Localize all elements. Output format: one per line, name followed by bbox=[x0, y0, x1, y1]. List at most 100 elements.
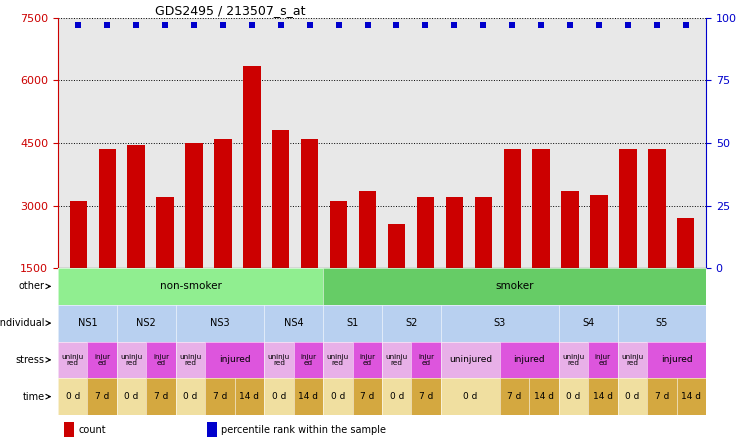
Text: 0 d: 0 d bbox=[566, 392, 581, 401]
Point bbox=[622, 22, 634, 29]
Bar bbox=[185, 143, 202, 268]
Text: 7 d: 7 d bbox=[654, 392, 669, 401]
Point bbox=[72, 22, 84, 29]
Text: uninju
red: uninju red bbox=[386, 354, 408, 366]
Text: injur
ed: injur ed bbox=[94, 354, 110, 366]
Text: uninju
red: uninju red bbox=[621, 354, 643, 366]
Text: stress: stress bbox=[15, 355, 45, 365]
Bar bbox=[156, 197, 174, 268]
Bar bbox=[590, 195, 608, 268]
Text: injured: injured bbox=[661, 355, 693, 365]
Text: S4: S4 bbox=[582, 318, 594, 328]
Text: S3: S3 bbox=[494, 318, 506, 328]
Text: injured: injured bbox=[219, 355, 250, 365]
Bar bbox=[503, 149, 521, 268]
Point bbox=[361, 22, 373, 29]
Text: injur
ed: injur ed bbox=[153, 354, 169, 366]
Point bbox=[333, 22, 344, 29]
Bar bbox=[562, 191, 578, 268]
Point bbox=[159, 22, 171, 29]
Text: 7 d: 7 d bbox=[419, 392, 434, 401]
Text: injured: injured bbox=[514, 355, 545, 365]
Text: 0 d: 0 d bbox=[124, 392, 139, 401]
Bar bbox=[619, 149, 637, 268]
Bar bbox=[301, 139, 319, 268]
Text: uninju
red: uninju red bbox=[562, 354, 584, 366]
Text: 7 d: 7 d bbox=[507, 392, 522, 401]
Text: 7 d: 7 d bbox=[95, 392, 110, 401]
Text: individual: individual bbox=[0, 318, 45, 328]
Text: 14 d: 14 d bbox=[534, 392, 554, 401]
Point bbox=[448, 22, 460, 29]
Text: NS3: NS3 bbox=[210, 318, 230, 328]
Text: 0 d: 0 d bbox=[463, 392, 478, 401]
Bar bbox=[359, 191, 376, 268]
Point bbox=[420, 22, 431, 29]
Text: 0 d: 0 d bbox=[389, 392, 404, 401]
Point bbox=[391, 22, 403, 29]
Text: 14 d: 14 d bbox=[593, 392, 613, 401]
Text: 14 d: 14 d bbox=[682, 392, 701, 401]
Point bbox=[217, 22, 229, 29]
Text: NS2: NS2 bbox=[136, 318, 156, 328]
Bar bbox=[243, 66, 261, 268]
Bar bbox=[648, 149, 665, 268]
Text: 14 d: 14 d bbox=[298, 392, 319, 401]
Text: other: other bbox=[18, 281, 45, 291]
Text: uninju
red: uninju red bbox=[62, 354, 84, 366]
Bar bbox=[207, 422, 217, 437]
Point bbox=[304, 22, 316, 29]
Bar bbox=[475, 197, 492, 268]
Text: count: count bbox=[79, 424, 107, 435]
Text: percentile rank within the sample: percentile rank within the sample bbox=[222, 424, 386, 435]
Point bbox=[506, 22, 518, 29]
Bar bbox=[330, 201, 347, 268]
Bar bbox=[388, 224, 405, 268]
Point bbox=[188, 22, 200, 29]
Point bbox=[275, 22, 286, 29]
Bar bbox=[272, 131, 289, 268]
Text: NS1: NS1 bbox=[77, 318, 97, 328]
Point bbox=[102, 22, 113, 29]
Point bbox=[246, 22, 258, 29]
Text: NS4: NS4 bbox=[284, 318, 303, 328]
Bar bbox=[70, 201, 87, 268]
Point bbox=[478, 22, 489, 29]
Text: uninju
red: uninju red bbox=[268, 354, 290, 366]
Text: uninju
red: uninju red bbox=[121, 354, 143, 366]
Point bbox=[593, 22, 605, 29]
Text: smoker: smoker bbox=[495, 281, 534, 291]
Text: S5: S5 bbox=[656, 318, 668, 328]
Text: 0 d: 0 d bbox=[625, 392, 640, 401]
Text: injur
ed: injur ed bbox=[300, 354, 316, 366]
Bar bbox=[214, 139, 232, 268]
Bar bbox=[99, 149, 116, 268]
Text: GDS2495 / 213507_s_at: GDS2495 / 213507_s_at bbox=[155, 4, 305, 17]
Bar bbox=[127, 145, 145, 268]
Bar bbox=[532, 149, 550, 268]
Bar bbox=[65, 422, 74, 437]
Point bbox=[651, 22, 662, 29]
Text: injur
ed: injur ed bbox=[595, 354, 611, 366]
Text: 7 d: 7 d bbox=[360, 392, 375, 401]
Bar bbox=[677, 218, 695, 268]
Bar bbox=[417, 197, 434, 268]
Text: injur
ed: injur ed bbox=[359, 354, 375, 366]
Point bbox=[680, 22, 692, 29]
Point bbox=[130, 22, 142, 29]
Point bbox=[535, 22, 547, 29]
Text: 7 d: 7 d bbox=[213, 392, 227, 401]
Text: non-smoker: non-smoker bbox=[160, 281, 222, 291]
Text: 0 d: 0 d bbox=[183, 392, 198, 401]
Text: 0 d: 0 d bbox=[66, 392, 80, 401]
Text: injur
ed: injur ed bbox=[418, 354, 434, 366]
Text: 0 d: 0 d bbox=[330, 392, 345, 401]
Text: time: time bbox=[22, 392, 45, 402]
Text: uninju
red: uninju red bbox=[180, 354, 202, 366]
Point bbox=[565, 22, 576, 29]
Text: S1: S1 bbox=[347, 318, 358, 328]
Bar bbox=[445, 197, 463, 268]
Text: 14 d: 14 d bbox=[239, 392, 260, 401]
Text: S2: S2 bbox=[406, 318, 417, 328]
Text: 7 d: 7 d bbox=[154, 392, 169, 401]
